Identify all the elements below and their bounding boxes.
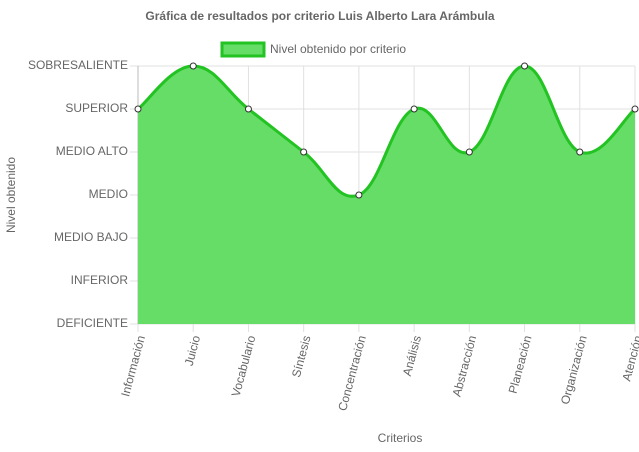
point bbox=[244, 105, 252, 113]
point bbox=[631, 105, 639, 113]
point bbox=[189, 62, 197, 70]
y-tick-label: INFERIOR bbox=[71, 273, 129, 287]
point bbox=[576, 148, 584, 156]
chart-title: Gráfica de resultados por criterio Luis … bbox=[145, 9, 495, 23]
x-tick-label: Atención bbox=[619, 334, 639, 383]
y-axis-title: Nivel obtenido bbox=[4, 157, 18, 233]
area bbox=[138, 66, 635, 324]
x-tick-label: Síntesis bbox=[289, 334, 314, 379]
x-tick-label: Organización bbox=[558, 334, 590, 406]
x-tick-label: Juicio bbox=[182, 334, 204, 368]
y-tick-label: SUPERIOR bbox=[65, 101, 128, 115]
x-axis-title: Criterios bbox=[378, 431, 423, 445]
point bbox=[410, 105, 418, 113]
point bbox=[521, 62, 529, 70]
y-tick-label: DEFICIENTE bbox=[57, 316, 128, 330]
point bbox=[134, 105, 142, 113]
legend-label: Nivel obtenido por criterio bbox=[270, 42, 406, 56]
y-tick-label: MEDIO bbox=[89, 187, 128, 201]
x-tick-label: Información bbox=[118, 334, 148, 398]
x-tick-label: Abstracción bbox=[450, 334, 480, 398]
x-tick-label: Vocabulario bbox=[229, 334, 259, 399]
x-tick-label: Planeación bbox=[506, 334, 535, 395]
x-tick-label: Concentración bbox=[335, 334, 369, 412]
point bbox=[300, 148, 308, 156]
y-tick-label: MEDIO ALTO bbox=[56, 144, 128, 158]
x-tick-label: Análisis bbox=[400, 334, 424, 378]
point bbox=[465, 148, 473, 156]
y-tick-label: MEDIO BAJO bbox=[54, 230, 128, 244]
y-tick-label: SOBRESALIENTE bbox=[28, 58, 128, 72]
line bbox=[137, 64, 637, 198]
legend-swatch bbox=[220, 41, 266, 58]
point bbox=[355, 191, 363, 199]
